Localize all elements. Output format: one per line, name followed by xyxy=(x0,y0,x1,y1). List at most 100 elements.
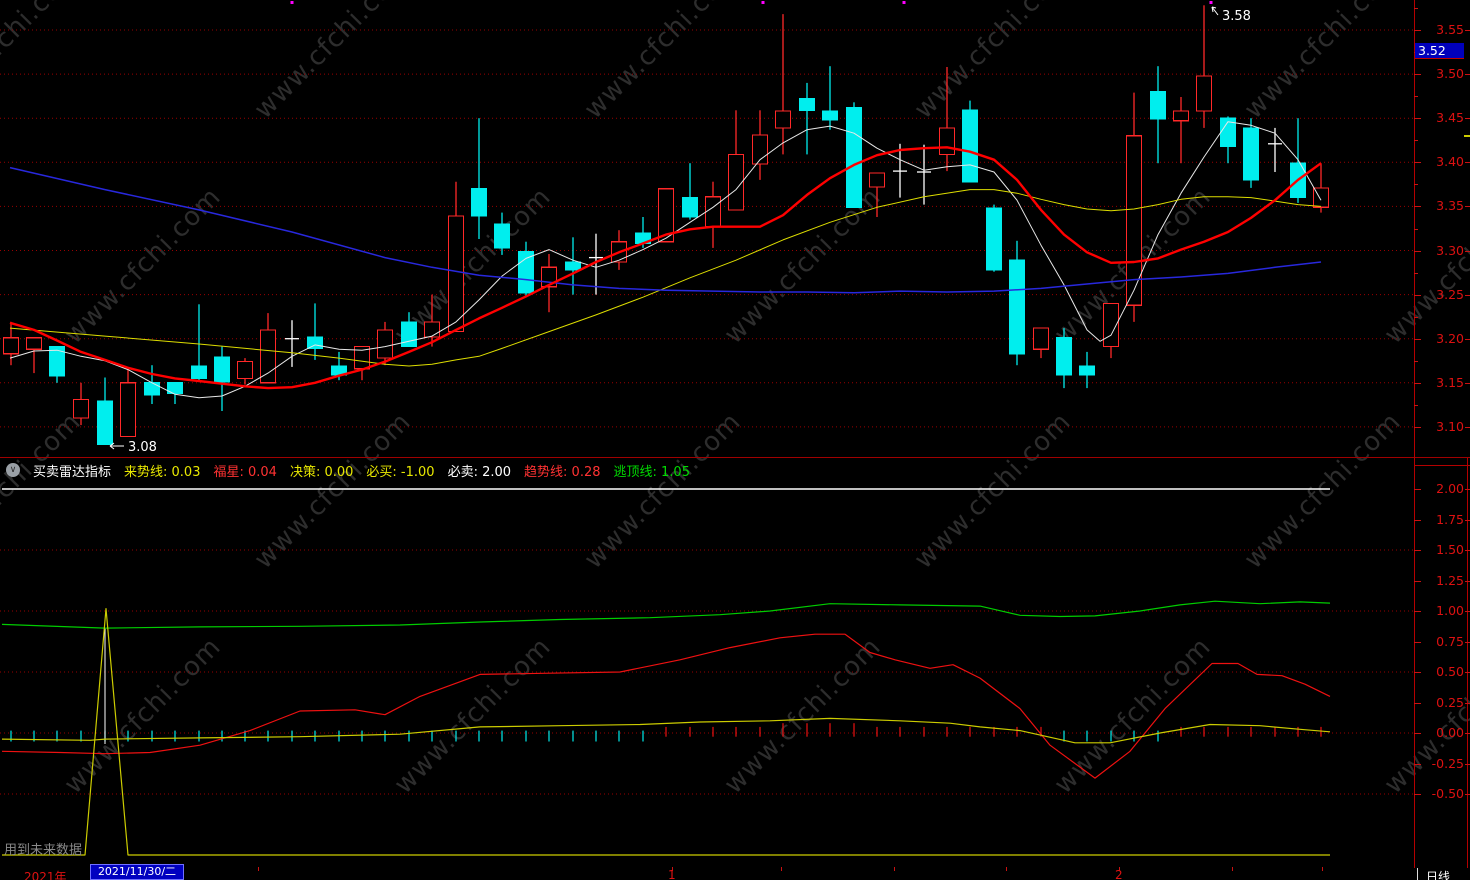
price-axis-tick xyxy=(1414,294,1421,296)
right-axis-line xyxy=(1414,0,1415,868)
high-arrow xyxy=(1211,6,1214,13)
signal-dot xyxy=(902,1,906,4)
price-axis-tick xyxy=(1414,206,1421,208)
candle-body xyxy=(1242,127,1260,181)
indicator-chart[interactable] xyxy=(0,458,1414,868)
candle-body xyxy=(72,399,90,419)
price-axis-label: 3.40 xyxy=(1436,154,1464,170)
indicator-axis-edge-tick xyxy=(1465,550,1470,551)
indicator-axis-edge-tick xyxy=(1465,519,1470,521)
indicator-axis-edge-tick xyxy=(1465,733,1470,734)
indicator-axis-top-border xyxy=(1414,465,1470,466)
candle-body xyxy=(727,153,745,211)
indicator-axis-edge-tick xyxy=(1465,672,1470,673)
price-axis-tick-minor xyxy=(1414,8,1418,9)
indicator-axis-tick xyxy=(1414,519,1421,521)
price-axis-edge-tick xyxy=(1465,162,1470,164)
price-axis-tick xyxy=(1414,162,1421,164)
indicator-axis-label: 0.00 xyxy=(1436,725,1464,740)
candle-body xyxy=(845,106,863,208)
price-axis-edge-tick xyxy=(1465,382,1470,384)
candle-body xyxy=(821,110,839,121)
indicator-field-必买: 必买: -1.00 xyxy=(366,464,435,480)
bimai-line xyxy=(2,607,1330,856)
candle-body xyxy=(376,329,394,359)
candle-body xyxy=(119,382,137,438)
price-candlestick-chart[interactable]: 3.58 3.08 xyxy=(0,0,1414,458)
candle-body xyxy=(25,337,43,350)
indicator-axis-tick xyxy=(1414,489,1421,490)
indicator-header: ∨ 买卖雷达指标 来势线: 0.03 福星: 0.04 决策: 0.00 必买: -1… xyxy=(0,459,690,481)
indicator-field-来势线: 来势线: 0.03 xyxy=(124,464,201,480)
collapse-chevron-icon[interactable]: ∨ xyxy=(6,463,20,477)
indicator-axis-tick xyxy=(1414,611,1421,612)
selected-date-box: 2021/11/30/二 xyxy=(90,864,184,880)
time-axis-tick xyxy=(894,867,895,871)
indicator-axis-edge-tick xyxy=(1465,580,1470,582)
time-axis-tick xyxy=(258,867,259,871)
price-axis-edge-tick xyxy=(1465,206,1470,208)
price-axis-tick-minor xyxy=(1414,184,1418,186)
price-axis-label: 3.55 xyxy=(1436,22,1464,37)
price-axis-label: 3.20 xyxy=(1436,330,1464,346)
time-axis-tick xyxy=(1232,867,1233,871)
low-arrow xyxy=(109,445,115,450)
ma-yellow xyxy=(9,189,1322,367)
taoding-line xyxy=(1,600,1331,629)
candle-body xyxy=(493,223,511,249)
candle-body xyxy=(657,188,675,243)
period-label[interactable]: 日线 xyxy=(1426,870,1451,880)
period-separator xyxy=(1417,868,1418,880)
candle-body xyxy=(517,250,535,294)
price-axis-edge-tick xyxy=(1465,250,1470,252)
indicator-title: 买卖雷达指标 xyxy=(33,464,112,480)
indicator-axis-label: 1.00 xyxy=(1436,603,1464,618)
indicator-field-福星: 福星: 0.04 xyxy=(213,464,277,480)
price-axis-tick xyxy=(1414,382,1421,384)
price-axis-label: 3.25 xyxy=(1436,286,1464,302)
indicator-field-决策: 决策: 0.00 xyxy=(289,464,354,480)
indicator-axis-edge-tick xyxy=(1465,489,1470,490)
indicator-axis-tick xyxy=(1414,672,1421,673)
price-axis-edge-tick xyxy=(1465,338,1470,340)
candle-body xyxy=(1195,75,1213,112)
price-axis-edge-tick xyxy=(1465,294,1470,296)
price-axis-tick xyxy=(1414,118,1421,120)
indicator-axis-edge-tick xyxy=(1465,611,1470,612)
time-axis-tick xyxy=(1006,867,1007,871)
indicator-axis-tick xyxy=(1414,733,1421,734)
price-axis-edge-tick xyxy=(1465,74,1470,76)
price-axis-label: 3.15 xyxy=(1436,374,1464,390)
indicator-axis-tick xyxy=(1414,580,1421,582)
indicator-field-趋势线: 趋势线: 0.28 xyxy=(524,464,601,480)
high-arrow xyxy=(1211,6,1219,16)
indicator-axis-tick xyxy=(1414,641,1421,643)
price-axis-label: 3.35 xyxy=(1436,198,1464,214)
candle-body xyxy=(704,196,722,228)
month-label: 1 xyxy=(668,868,676,880)
price-axis-tick xyxy=(1414,338,1421,340)
candle-body xyxy=(961,109,979,183)
candle-body xyxy=(985,207,1003,271)
candle-body xyxy=(938,127,956,156)
candle-body xyxy=(564,261,582,271)
candle-body xyxy=(190,365,208,379)
candle-body xyxy=(470,188,488,217)
candle-body xyxy=(868,172,886,188)
indicator-axis-edge-tick xyxy=(1465,794,1470,795)
price-axis-tick xyxy=(1414,30,1421,31)
candle-body xyxy=(1149,91,1167,120)
time-axis-tick xyxy=(781,867,782,871)
candle-body xyxy=(306,336,324,349)
indicator-axis-tick xyxy=(1414,794,1421,795)
price-axis-edge-tick xyxy=(1465,118,1470,120)
signal-dot xyxy=(1209,1,1213,4)
price-axis-label: 3.10 xyxy=(1436,418,1464,434)
high-arrow xyxy=(1211,6,1217,9)
candle-body xyxy=(1172,110,1190,122)
price-axis-tick xyxy=(1414,426,1421,428)
candle-body xyxy=(96,400,114,446)
candle-body xyxy=(236,361,254,380)
indicator-axis-label: 1.25 xyxy=(1436,572,1464,588)
